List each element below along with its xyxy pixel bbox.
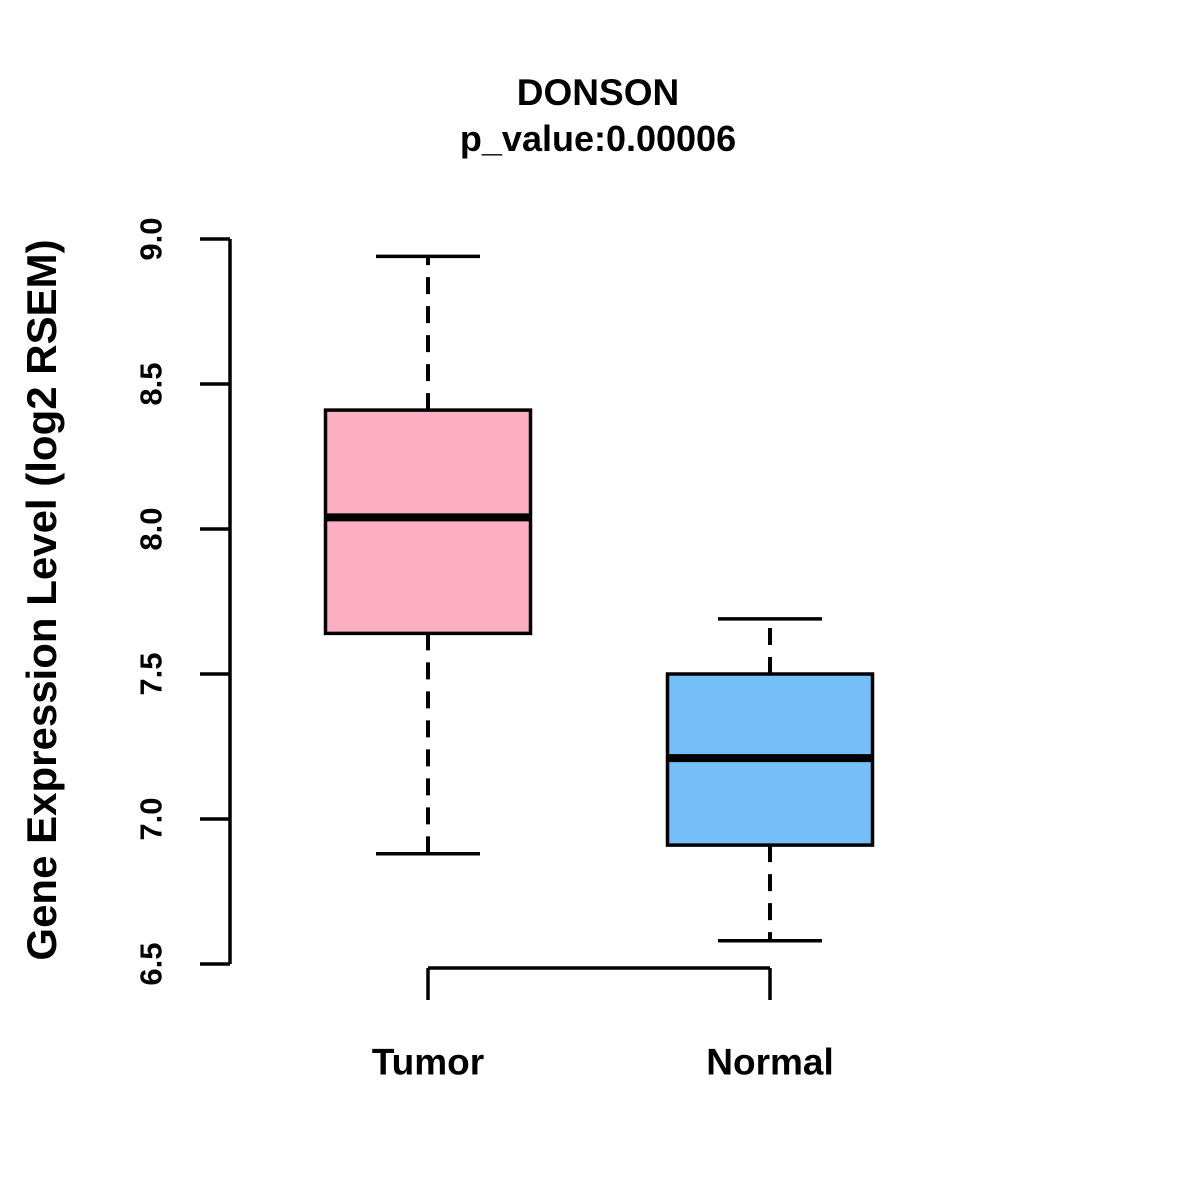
y-axis-tick-label: 8.5 (134, 362, 169, 405)
y-axis-tick-label: 9.0 (134, 217, 169, 260)
x-axis-group-label-tumor: Tumor (372, 1042, 484, 1083)
x-axis-group-label-normal: Normal (706, 1042, 833, 1083)
y-axis-tick-label: 6.5 (134, 942, 169, 985)
y-axis-tick-label: 7.0 (134, 797, 169, 840)
chart-subtitle-pvalue: p_value:0.00006 (459, 118, 737, 159)
y-axis-tick-label: 7.5 (134, 652, 169, 695)
y-axis-tick-label: 8.0 (134, 507, 169, 550)
box-tumor (323, 408, 533, 636)
chart-title: DONSON (516, 72, 680, 113)
